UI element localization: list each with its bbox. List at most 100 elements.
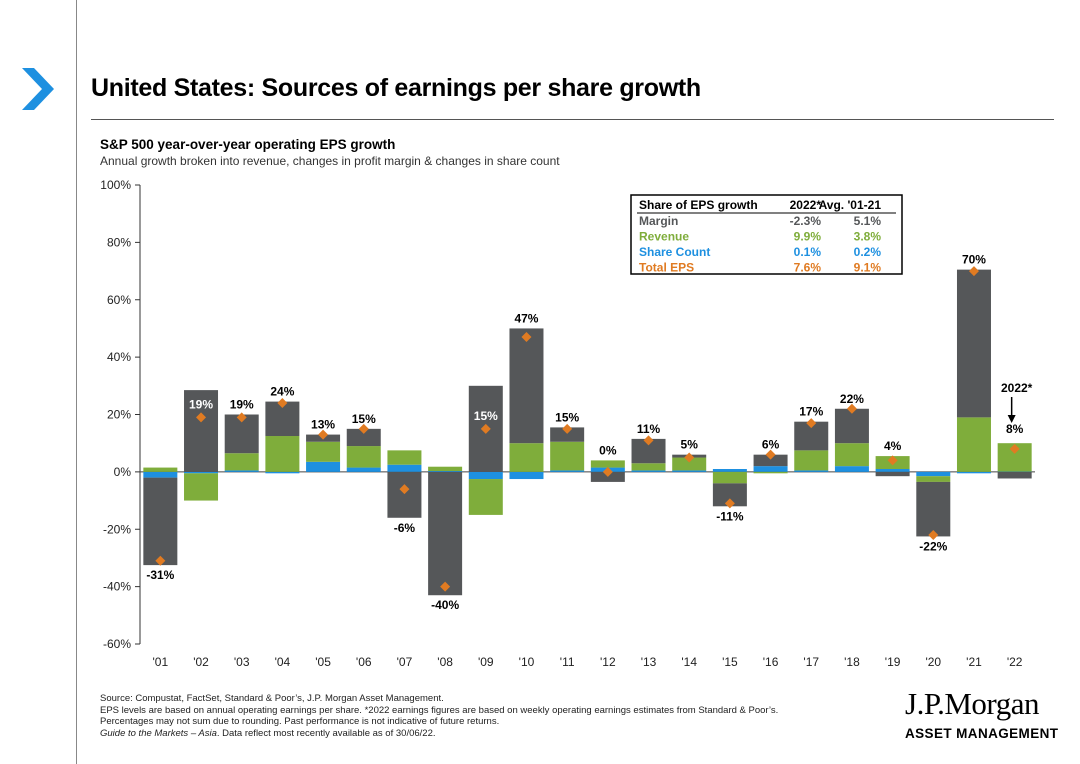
bar-share-count-09 (468, 471, 503, 480)
bar-revenue-15 (712, 471, 747, 484)
y-tick-label: -20% (103, 522, 131, 536)
total-eps-marker (277, 398, 288, 409)
x-tick-label: '03 (234, 655, 250, 669)
footer-guide-date: . Data reflect most recently available a… (216, 727, 436, 739)
x-tick-label: '12 (600, 655, 616, 669)
bar-share-count-15 (712, 469, 747, 472)
x-tick-label: '19 (885, 655, 901, 669)
total-eps-marker (358, 423, 369, 434)
total-eps-marker (643, 435, 654, 446)
total-eps-marker (806, 418, 817, 429)
logo-subtitle: ASSET MANAGEMENT (905, 726, 1059, 741)
bar-revenue-05 (306, 441, 341, 462)
bar-value-label: 15% (555, 410, 579, 424)
bar-share-count-21 (956, 471, 991, 474)
legend-row-name: Share Count (639, 245, 710, 259)
title-divider (91, 119, 1054, 120)
logo-wordmark: J.P.Morgan (905, 686, 1039, 721)
legend-row-name: Margin (639, 214, 678, 228)
legend-row-name: Revenue (639, 230, 689, 244)
bar-share-count-01 (143, 471, 178, 478)
x-tick-label: '14 (681, 655, 697, 669)
left-border-line (76, 0, 77, 764)
bar-share-count-17 (794, 470, 829, 472)
x-tick-label: '22 (1007, 655, 1023, 669)
bar-share-count-13 (631, 470, 666, 472)
footer-note-rounding: Percentages may not sum due to rounding.… (100, 716, 500, 727)
total-eps-marker (968, 266, 979, 277)
bar-value-label: 4% (884, 439, 902, 453)
total-eps-marker (846, 403, 857, 414)
annotation-arrow-head (1007, 415, 1016, 423)
bar-value-label: 5% (681, 438, 699, 452)
legend-header: 2022* (790, 198, 822, 212)
bar-revenue-08 (428, 466, 463, 472)
bar-share-count-19 (875, 469, 910, 472)
bar-value-label: -11% (716, 509, 744, 523)
legend-row-2022: 0.1% (794, 245, 822, 259)
bar-revenue-11 (550, 441, 585, 471)
bar-value-label: 6% (762, 438, 780, 452)
legend-row-2022: 9.9% (794, 230, 822, 244)
jpmorgan-logo: J.P.Morgan ASSET MANAGEMENT (905, 686, 1059, 742)
bar-value-label: 0% (599, 443, 617, 457)
bar-margin-22 (997, 471, 1032, 479)
bar-share-count-02 (184, 471, 219, 474)
bar-share-count-18 (834, 466, 869, 472)
legend-row-2022: -2.3% (790, 214, 822, 228)
bar-value-label: 24% (270, 385, 294, 399)
legend-row-avg: 5.1% (854, 214, 882, 228)
bar-share-count-16 (753, 466, 788, 472)
bar-revenue-21 (956, 417, 991, 472)
bar-revenue-12 (590, 460, 625, 468)
x-tick-label: '02 (193, 655, 209, 669)
bar-margin-01 (143, 477, 178, 566)
bar-share-count-05 (306, 461, 341, 472)
x-tick-label: '04 (275, 655, 291, 669)
total-eps-marker (602, 466, 613, 477)
y-tick-label: 60% (107, 293, 131, 307)
x-tick-label: '17 (803, 655, 819, 669)
total-eps-marker (318, 429, 329, 440)
x-tick-label: '10 (519, 655, 535, 669)
bar-margin-08 (428, 471, 463, 596)
total-eps-marker (724, 498, 735, 509)
page-title: United States: Sources of earnings per s… (91, 74, 701, 102)
y-tick-label: -40% (103, 580, 131, 594)
x-tick-label: '16 (763, 655, 779, 669)
footer-notes: Source: Compustat, FactSet, Standard & P… (100, 693, 778, 739)
bar-margin-19 (875, 471, 910, 477)
y-tick-label: 20% (107, 408, 131, 422)
bar-value-label: 70% (962, 253, 986, 267)
chart-subtitle: Annual growth broken into revenue, chang… (100, 154, 560, 168)
bar-revenue-14 (672, 457, 707, 471)
total-eps-marker (521, 332, 532, 343)
bar-revenue-02 (184, 473, 219, 501)
legend-row-avg: 0.2% (854, 245, 882, 259)
total-eps-marker (236, 412, 247, 423)
bar-revenue-10 (509, 443, 544, 472)
x-tick-label: '11 (560, 655, 575, 669)
total-eps-marker (1009, 443, 1020, 454)
bar-margin-18 (834, 408, 869, 444)
bar-share-count-03 (224, 470, 259, 472)
bar-revenue-03 (224, 453, 259, 471)
total-eps-marker (440, 581, 451, 592)
y-tick-label: 100% (100, 178, 131, 192)
y-tick-label: 40% (107, 350, 131, 364)
x-tick-label: '21 (966, 655, 982, 669)
bar-margin-07 (387, 471, 422, 518)
x-tick-label: '01 (153, 655, 169, 669)
total-eps-marker (480, 423, 491, 434)
bar-value-label: 47% (514, 311, 538, 325)
bar-revenue-13 (631, 463, 666, 471)
bar-share-count-14 (672, 470, 707, 472)
legend-table-border (630, 194, 903, 275)
bar-margin-15 (712, 483, 747, 507)
annotation-2022: 2022* (1001, 381, 1033, 395)
bar-margin-20 (916, 481, 951, 537)
bar-share-count-11 (550, 470, 585, 472)
total-eps-marker (196, 412, 207, 423)
bar-value-label: 22% (840, 392, 864, 406)
legend-header: Avg. '01-21 (819, 198, 882, 212)
